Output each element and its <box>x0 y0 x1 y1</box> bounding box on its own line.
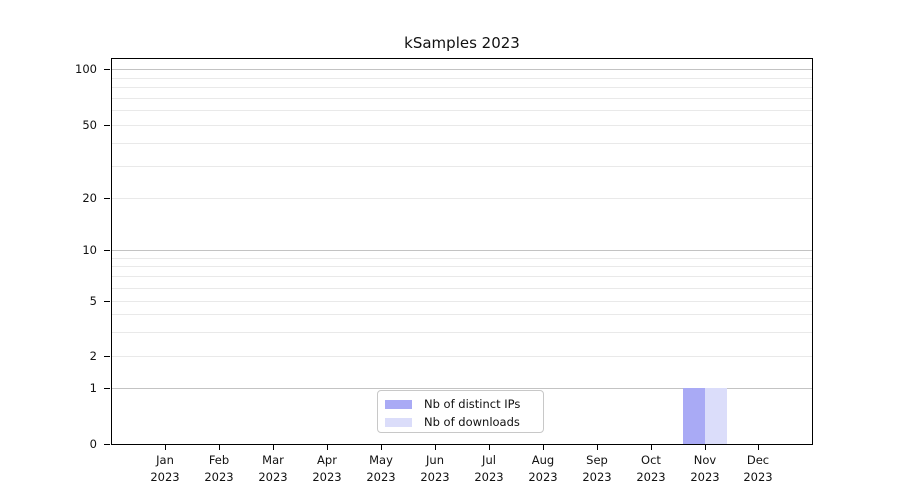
y-tick-mark <box>104 301 110 302</box>
gridline <box>112 266 812 267</box>
bar-nov-nb-of-distinct-ips <box>682 388 705 444</box>
y-tick-label: 20 <box>82 191 97 205</box>
gridline <box>112 314 812 315</box>
y-tick-label: 10 <box>82 243 97 257</box>
gridline <box>112 98 812 99</box>
legend-swatch-nb-of-distinct-ips <box>385 399 412 409</box>
x-tick-mark <box>651 445 652 450</box>
y-tick-label: 100 <box>75 62 97 76</box>
x-tick-label: Jan 2023 <box>150 453 180 484</box>
x-tick-label: May 2023 <box>366 453 396 484</box>
y-tick-mark <box>104 198 110 199</box>
x-tick-mark <box>543 445 544 450</box>
gridline <box>112 166 812 167</box>
x-tick-label: Feb 2023 <box>204 453 234 484</box>
x-tick-label: Dec 2023 <box>743 453 773 484</box>
x-tick-mark <box>219 445 220 450</box>
y-tick-mark <box>104 69 110 70</box>
x-tick-label: Mar 2023 <box>258 453 288 484</box>
legend-label: Nb of downloads <box>424 415 520 429</box>
x-tick-mark <box>165 445 166 450</box>
chart-title: kSamples 2023 <box>404 34 520 52</box>
gridline <box>112 301 812 302</box>
gridline <box>112 288 812 289</box>
gridline <box>112 332 812 333</box>
x-tick-mark <box>273 445 274 450</box>
legend-entry: Nb of downloads <box>378 413 543 431</box>
legend-label: Nb of distinct IPs <box>424 397 521 411</box>
x-tick-mark <box>489 445 490 450</box>
gridline <box>112 69 812 70</box>
x-tick-label: Jul 2023 <box>474 453 504 484</box>
x-tick-label: Sep 2023 <box>582 453 612 484</box>
legend-swatch-nb-of-downloads <box>385 417 412 427</box>
gridline <box>112 198 812 199</box>
y-tick-mark <box>104 356 110 357</box>
gridline <box>112 276 812 277</box>
plot-area <box>111 58 813 445</box>
y-tick-mark <box>104 125 110 126</box>
y-tick-mark <box>104 444 110 445</box>
x-tick-label: Oct 2023 <box>636 453 666 484</box>
y-tick-label: 5 <box>89 294 97 308</box>
gridline <box>112 87 812 88</box>
y-tick-label: 50 <box>82 118 97 132</box>
x-tick-mark <box>758 445 759 450</box>
gridline <box>112 250 812 251</box>
x-tick-label: Jun 2023 <box>420 453 450 484</box>
gridline <box>112 258 812 259</box>
x-tick-label: Apr 2023 <box>312 453 342 484</box>
gridline <box>112 388 812 389</box>
x-tick-label: Aug 2023 <box>528 453 558 484</box>
x-tick-mark <box>435 445 436 450</box>
y-tick-mark <box>104 250 110 251</box>
gridline <box>112 143 812 144</box>
bar-nov-nb-of-downloads <box>704 388 727 444</box>
x-tick-mark <box>327 445 328 450</box>
y-tick-label: 0 <box>89 437 97 451</box>
x-tick-mark <box>597 445 598 450</box>
gridline <box>112 78 812 79</box>
gridline <box>112 125 812 126</box>
y-tick-label: 2 <box>89 349 97 363</box>
gridline <box>112 356 812 357</box>
gridline <box>112 110 812 111</box>
x-tick-mark <box>705 445 706 450</box>
x-tick-mark <box>381 445 382 450</box>
x-tick-label: Nov 2023 <box>690 453 720 484</box>
legend-entry: Nb of distinct IPs <box>378 395 543 413</box>
y-tick-mark <box>104 388 110 389</box>
y-tick-label: 1 <box>89 381 97 395</box>
legend: Nb of distinct IPs Nb of downloads <box>377 390 544 433</box>
